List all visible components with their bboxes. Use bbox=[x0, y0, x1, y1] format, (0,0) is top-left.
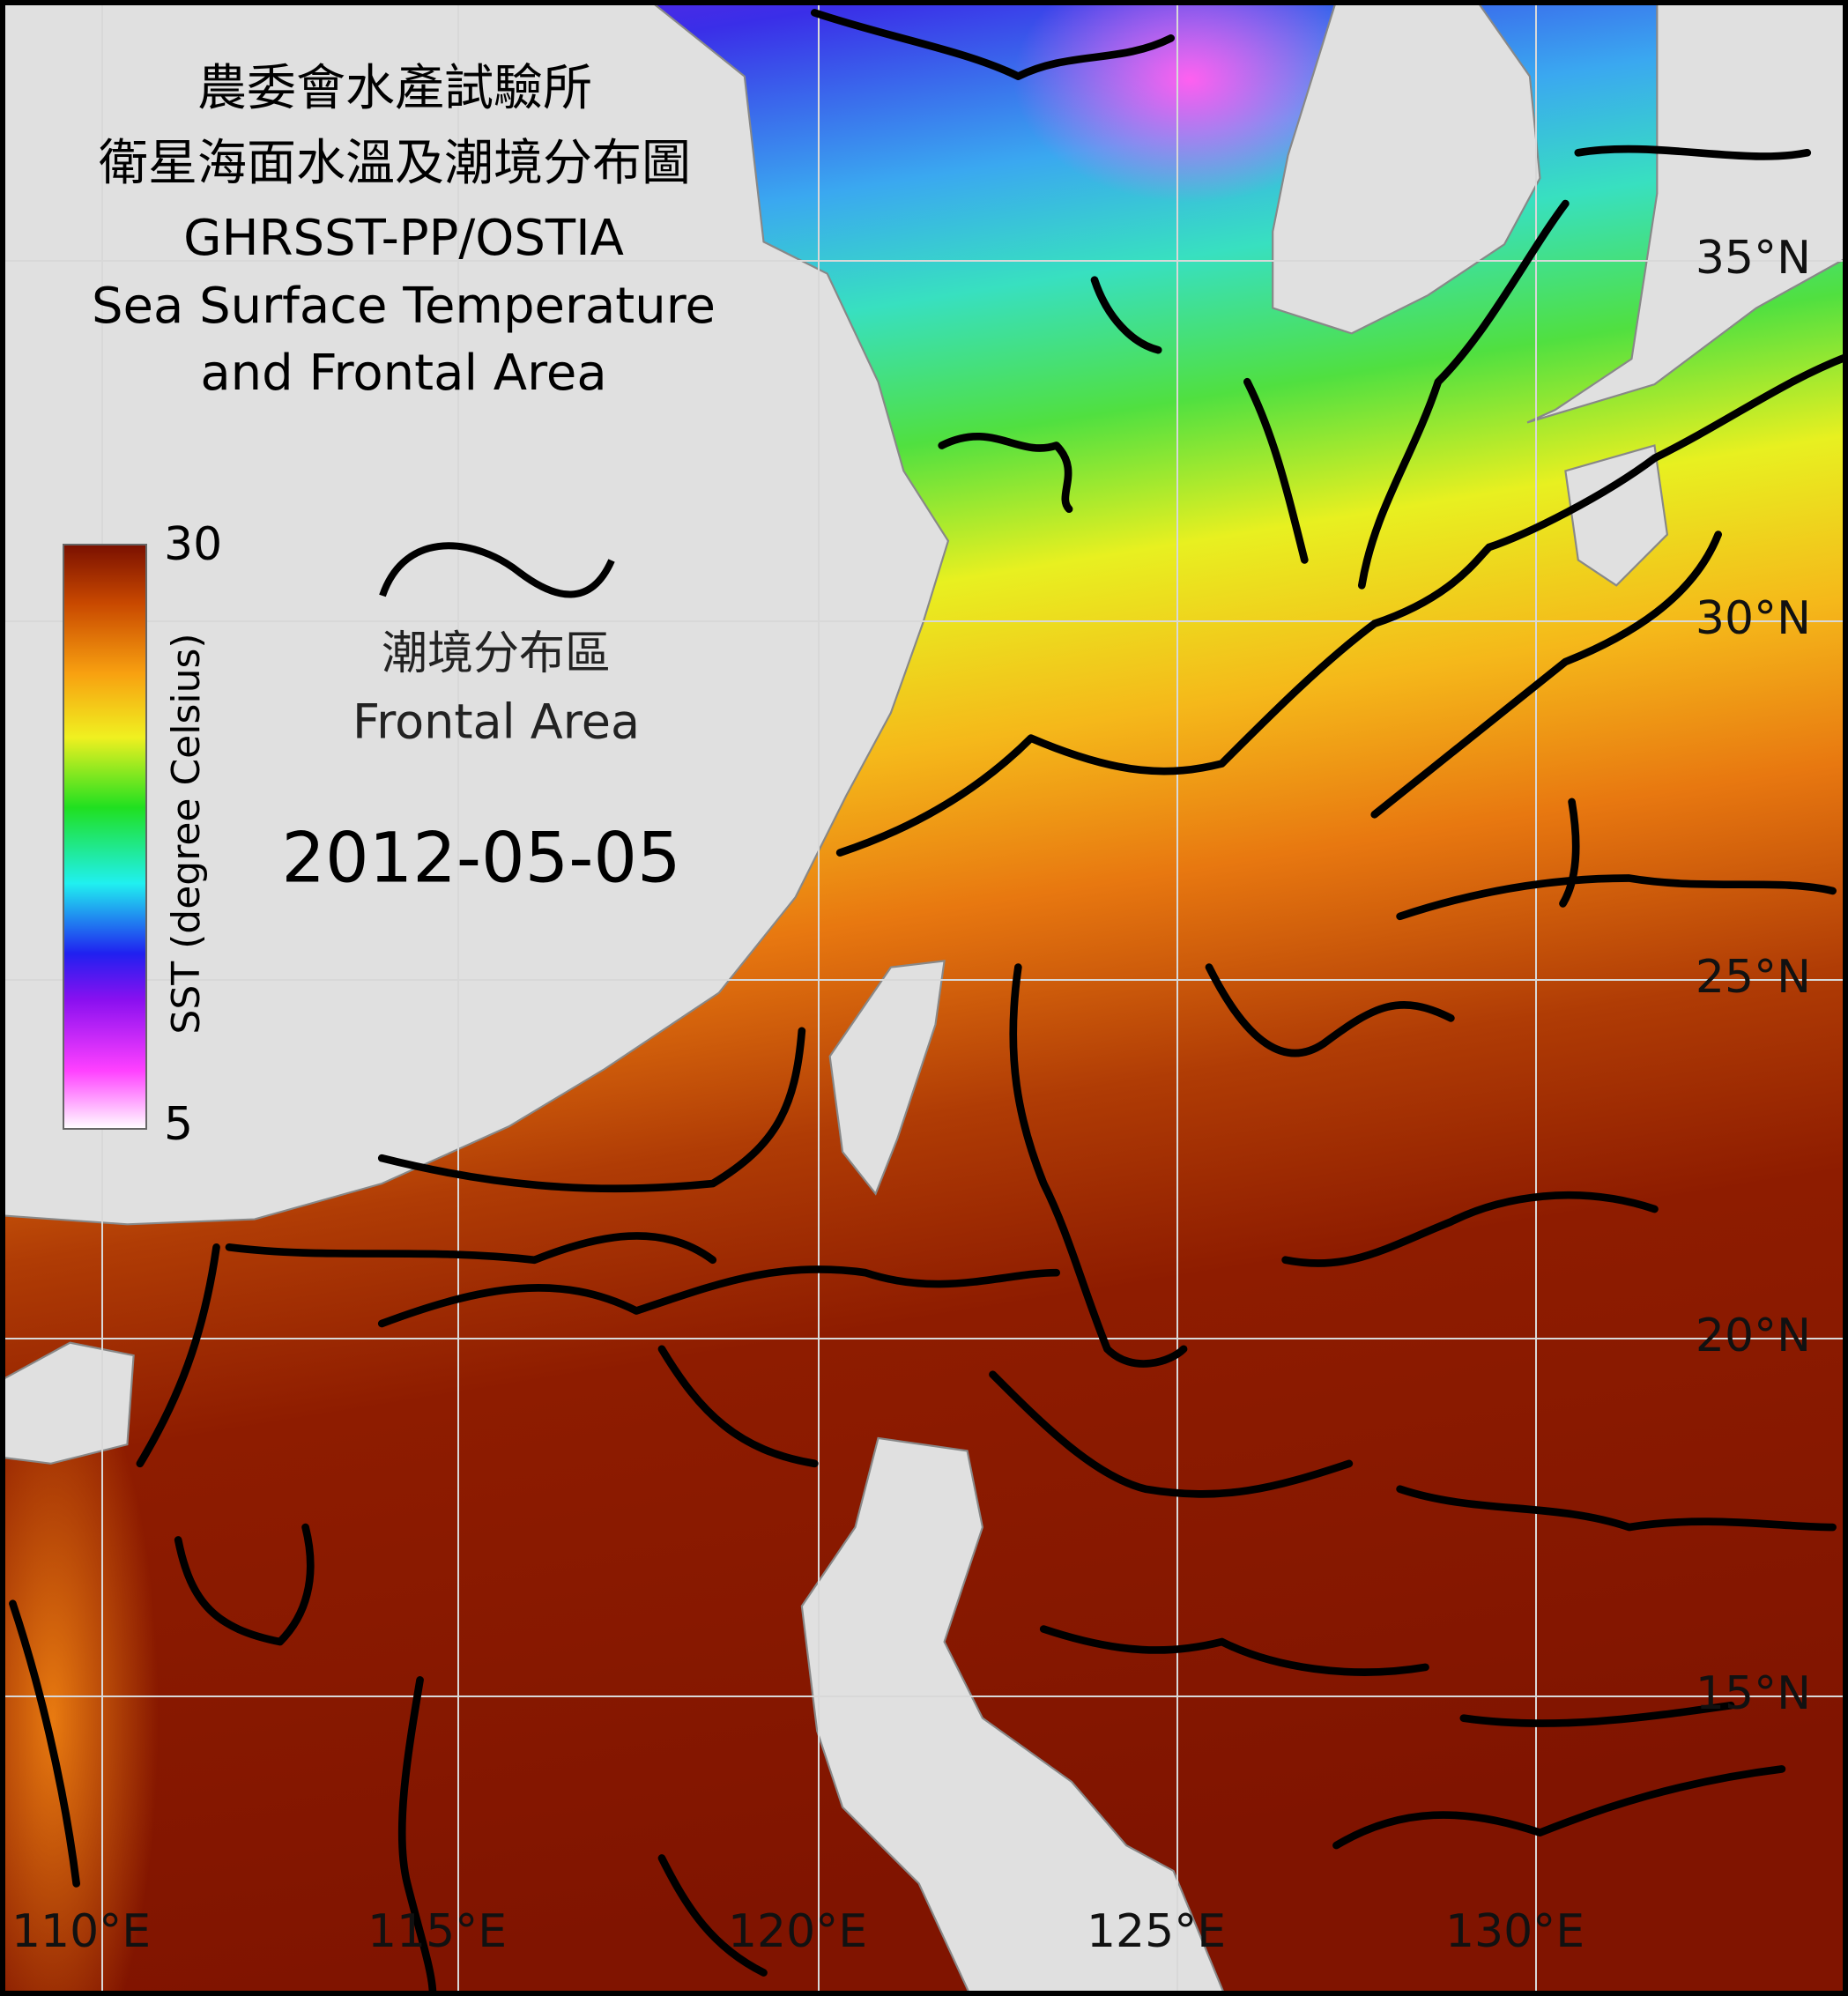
front bbox=[835, 352, 1848, 857]
front bbox=[9, 1599, 80, 1888]
front bbox=[1559, 798, 1580, 908]
front bbox=[377, 1027, 806, 1193]
front bbox=[1205, 963, 1455, 1057]
hainan bbox=[0, 1341, 135, 1465]
longitude-label: 130°E bbox=[1445, 1905, 1585, 1958]
title-en-1: GHRSST-PP/OSTIA bbox=[183, 210, 624, 267]
front bbox=[1459, 1701, 1735, 1727]
colorbar-min-label: 5 bbox=[164, 1098, 193, 1151]
front bbox=[1396, 874, 1837, 921]
front bbox=[1039, 1625, 1429, 1676]
front bbox=[377, 1265, 1061, 1328]
colorbar-title: SST (degree Celsius) bbox=[164, 633, 209, 1034]
latitude-label: 25°N bbox=[1696, 951, 1811, 1004]
front bbox=[1281, 1191, 1659, 1267]
front bbox=[136, 1243, 220, 1468]
title-en-2: Sea Surface Temperature bbox=[92, 278, 716, 335]
front bbox=[1009, 963, 1188, 1368]
front bbox=[810, 9, 1175, 80]
longitude-label: 125°E bbox=[1087, 1905, 1226, 1958]
latitude-label: 30°N bbox=[1696, 592, 1811, 645]
luzon bbox=[800, 1436, 1226, 1996]
cold-pool bbox=[1013, 0, 1366, 203]
fronts bbox=[9, 9, 1848, 1996]
legend-front-symbol bbox=[379, 542, 615, 598]
latitude-label: 35°N bbox=[1696, 232, 1811, 285]
title-zh-1: 農委會水產試驗所 bbox=[197, 60, 592, 117]
date: 2012-05-05 bbox=[281, 819, 680, 898]
latitude-label: 20°N bbox=[1696, 1310, 1811, 1362]
legend-label-zh: 潮境分布區 bbox=[382, 627, 611, 680]
title-zh-2: 衛星海面水溫及潮境分布圖 bbox=[99, 135, 691, 192]
title-en-3: and Frontal Area bbox=[200, 345, 606, 402]
front bbox=[657, 1854, 768, 1977]
longitude-labels: 110°E 115°E 120°E 125°E 130°E bbox=[11, 1905, 1585, 1958]
front bbox=[1396, 1485, 1837, 1532]
latitude-labels: 35°N 30°N 25°N 20°N 15°N bbox=[1696, 232, 1811, 1720]
korea bbox=[1272, 0, 1541, 335]
front bbox=[989, 1370, 1354, 1498]
front bbox=[1090, 276, 1162, 354]
front bbox=[1332, 1765, 1786, 1850]
colorbar-max-label: 30 bbox=[164, 518, 222, 571]
front bbox=[225, 1232, 717, 1265]
taiwan bbox=[828, 960, 946, 1196]
longitude-label: 115°E bbox=[367, 1905, 507, 1958]
legend-label-en: Frontal Area bbox=[353, 694, 640, 750]
front bbox=[1574, 145, 1812, 160]
longitude-label: 120°E bbox=[728, 1905, 867, 1958]
longitude-label: 110°E bbox=[11, 1905, 151, 1958]
latitude-label: 15°N bbox=[1696, 1667, 1811, 1720]
colorbar bbox=[63, 544, 147, 1130]
china bbox=[0, 0, 950, 1226]
front bbox=[1357, 199, 1570, 590]
warm-coastal bbox=[0, 1348, 159, 1996]
front bbox=[1370, 531, 1723, 819]
front bbox=[397, 1676, 437, 1996]
japan bbox=[1526, 0, 1848, 587]
front bbox=[657, 1345, 819, 1468]
front bbox=[174, 1523, 315, 1646]
front bbox=[938, 433, 1073, 514]
front bbox=[1243, 377, 1309, 564]
